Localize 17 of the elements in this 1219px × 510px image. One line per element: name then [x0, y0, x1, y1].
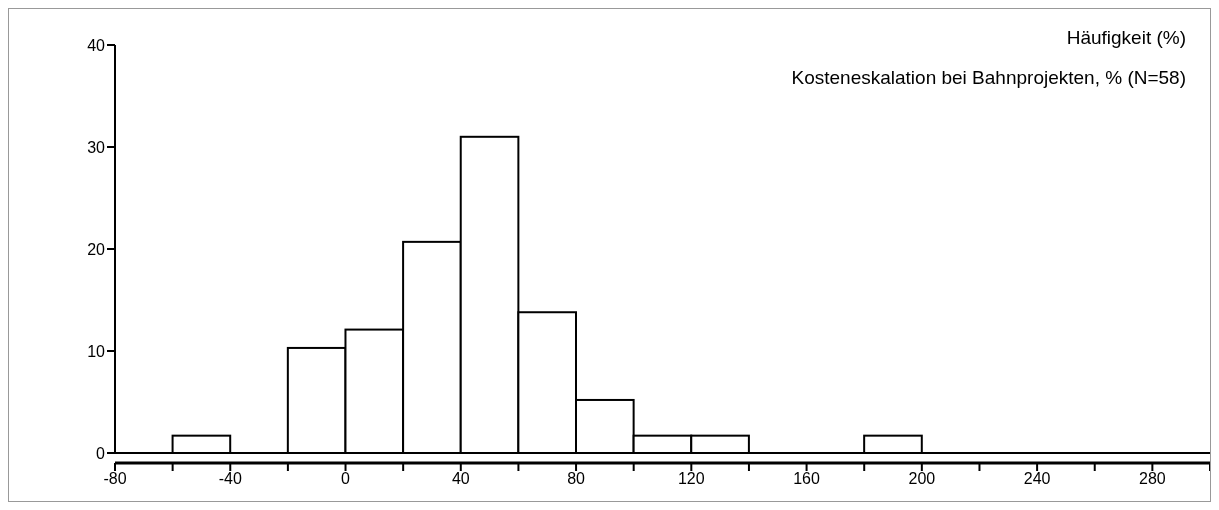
x-tick-label: 80 [567, 470, 586, 488]
x-tick-label: 0 [341, 470, 351, 488]
x-tick-label: 240 [1023, 470, 1051, 488]
x-tick-label: -80 [103, 470, 127, 488]
y-tick-label: 20 [87, 240, 106, 258]
x-tick-label: 200 [908, 470, 936, 488]
text: Kosteneskalation bei Bahnprojekten, % (N=58) [791, 67, 1186, 89]
x-tick-label: -40 [218, 470, 242, 488]
y-axis-title: Häufigkeit (%) [1066, 27, 1186, 49]
x-tick-label: 120 [677, 470, 705, 488]
y-tick-label: 40 [87, 36, 106, 54]
y-tick-label: 30 [87, 138, 106, 156]
x-tick-label: 40 [451, 470, 470, 488]
x-tick-label: 160 [793, 470, 821, 488]
y-tick-label: 0 [96, 444, 106, 462]
x-tick-label: 280 [1139, 470, 1166, 488]
y-tick-label: 10 [87, 342, 106, 360]
